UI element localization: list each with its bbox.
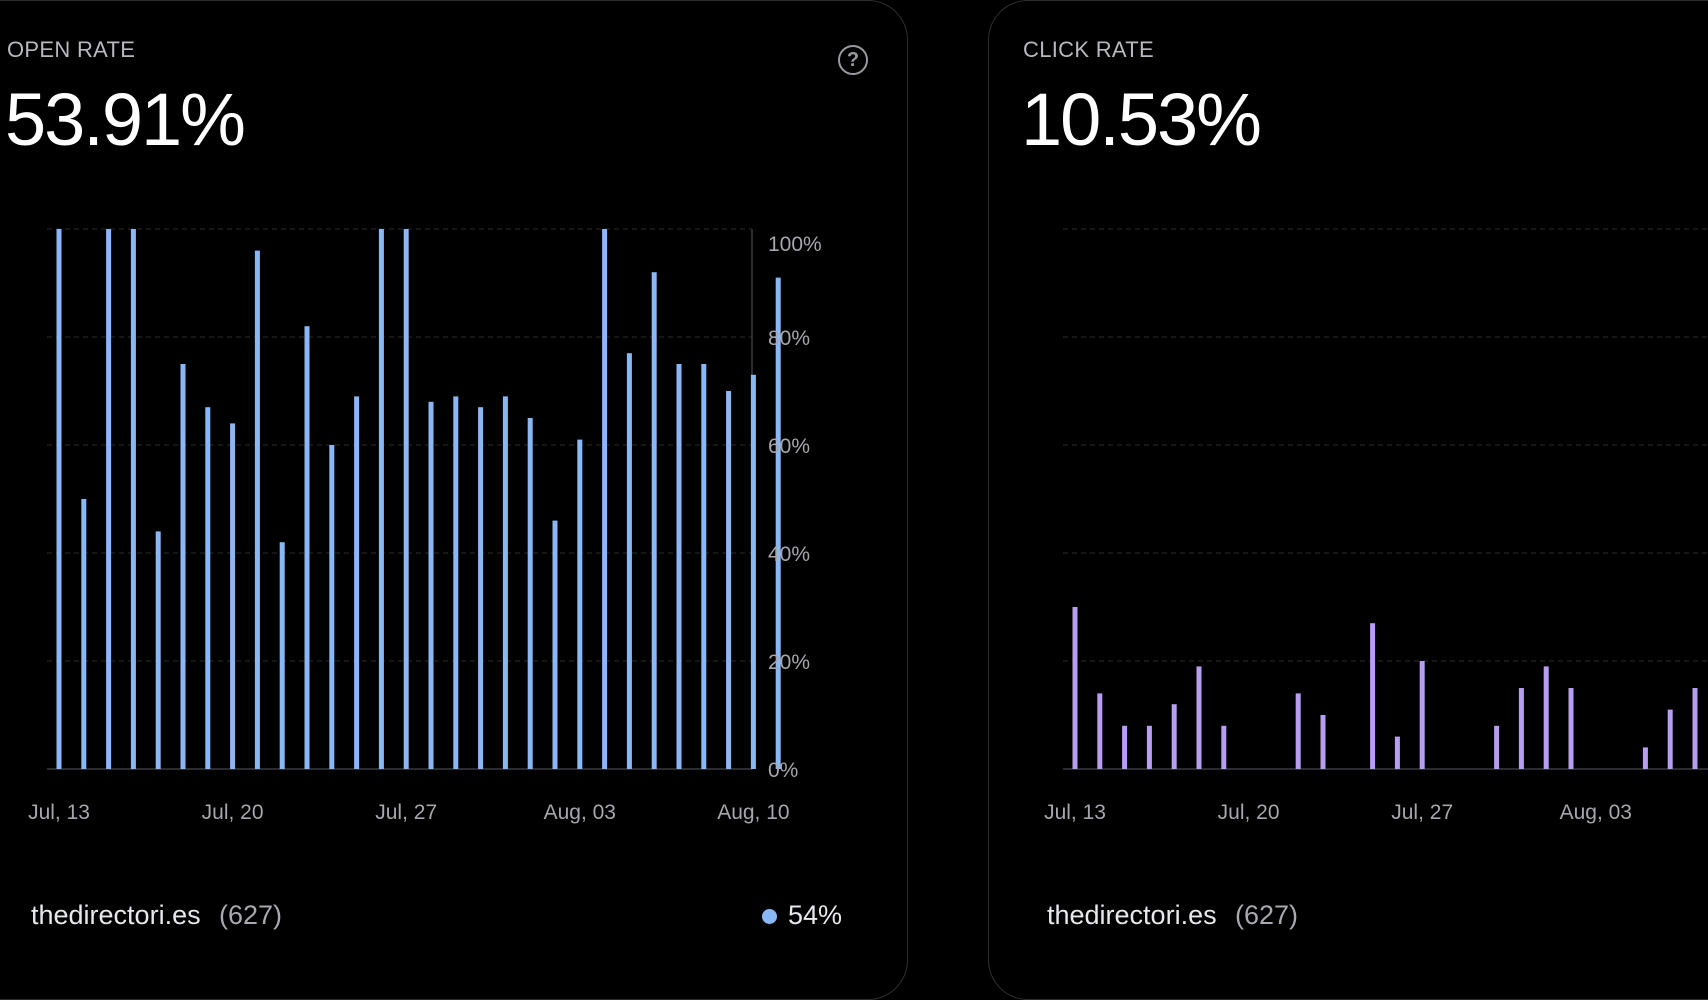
click-rate-label: CLICK RATE — [1023, 37, 1154, 62]
bar[interactable] — [701, 364, 707, 769]
bar[interactable] — [1320, 715, 1326, 769]
bar[interactable] — [1568, 688, 1574, 769]
bar[interactable] — [403, 229, 409, 769]
x-tick-label: Jul, 20 — [1218, 801, 1280, 824]
bar[interactable] — [626, 353, 632, 769]
bar[interactable] — [1667, 709, 1673, 769]
bar[interactable] — [478, 407, 484, 769]
click-rate-value: 10.53% — [1021, 78, 1262, 161]
bar[interactable] — [1370, 623, 1376, 769]
bar[interactable] — [726, 391, 732, 769]
open-rate-card: OPEN RATE 53.91% ? Jul, 13 Jul, 20 Jul, 27… — [0, 0, 908, 1000]
bar[interactable] — [1642, 747, 1648, 769]
open-legend-dot — [762, 909, 777, 924]
x-tick-label: Aug, 03 — [544, 801, 616, 824]
open-rate-value: 53.91% — [5, 78, 246, 161]
y-tick-label: 20% — [768, 651, 810, 674]
bar[interactable] — [676, 364, 682, 769]
bar[interactable] — [1171, 704, 1177, 769]
bar[interactable] — [155, 531, 161, 769]
bar[interactable] — [378, 229, 384, 769]
bar[interactable] — [254, 250, 260, 770]
bar[interactable] — [106, 229, 112, 769]
bar[interactable] — [651, 272, 657, 769]
bar[interactable] — [130, 229, 136, 769]
bar[interactable] — [81, 499, 87, 769]
bar[interactable] — [180, 364, 186, 769]
bar[interactable] — [329, 445, 335, 769]
bar[interactable] — [428, 401, 434, 769]
bar[interactable] — [205, 407, 211, 769]
bar[interactable] — [602, 229, 608, 769]
bar[interactable] — [502, 396, 508, 769]
y-tick-label: 60% — [768, 435, 810, 458]
x-tick-label: Aug, 10 — [717, 801, 789, 824]
bar[interactable] — [1097, 693, 1103, 769]
bar[interactable] — [1196, 666, 1202, 769]
bar[interactable] — [1221, 725, 1227, 769]
y-tick-label: 80% — [768, 327, 810, 350]
x-tick-label: Aug, 03 — [1560, 801, 1632, 824]
x-tick-label: Jul, 20 — [202, 801, 264, 824]
bar[interactable] — [527, 418, 533, 769]
bar[interactable] — [552, 520, 558, 769]
bar[interactable] — [56, 229, 62, 769]
bar[interactable] — [230, 423, 236, 769]
click-rate-chart: Jul, 13 Jul, 20 Jul, 27 Aug, 03 — [1044, 228, 1708, 824]
bar[interactable] — [1394, 736, 1400, 769]
bar[interactable] — [453, 396, 459, 769]
y-tick-label: 100% — [768, 233, 822, 256]
x-tick-label: Jul, 13 — [28, 801, 90, 824]
bar[interactable] — [577, 439, 583, 769]
open-rate-label: OPEN RATE — [7, 37, 136, 62]
bar[interactable] — [1494, 725, 1500, 769]
question-circle-icon[interactable]: ? — [838, 45, 868, 75]
bar[interactable] — [1692, 688, 1698, 769]
open-legend-pct: 54% — [788, 900, 843, 930]
bar[interactable] — [1543, 666, 1549, 769]
open-legend-name: thedirectori.es — [31, 900, 201, 930]
bar[interactable] — [279, 542, 285, 769]
y-tick-label: 0% — [768, 759, 798, 782]
bar[interactable] — [1518, 688, 1524, 769]
x-tick-label: Jul, 13 — [1044, 801, 1106, 824]
open-rate-chart: Jul, 13 Jul, 20 Jul, 27 Aug, 03 Aug, 10 0% 20%… — [28, 228, 822, 824]
click-rate-card: CLICK RATE 10.53% Jul, 13 Jul, 20 Jul, 27 A… — [988, 0, 1708, 1000]
bar[interactable] — [1072, 607, 1078, 769]
bar[interactable] — [750, 374, 756, 769]
open-legend-count: (627) — [219, 900, 283, 930]
bar[interactable] — [304, 326, 310, 769]
bar[interactable] — [1122, 725, 1128, 769]
bar[interactable] — [1295, 693, 1301, 769]
click-legend-count: (627) — [1235, 900, 1299, 930]
x-tick-label: Jul, 27 — [375, 801, 437, 824]
y-tick-label: 40% — [768, 543, 810, 566]
click-legend-name: thedirectori.es — [1047, 900, 1217, 930]
bar[interactable] — [775, 277, 781, 769]
x-tick-label: Jul, 27 — [1391, 801, 1453, 824]
bar[interactable] — [354, 396, 360, 769]
bar[interactable] — [1419, 661, 1425, 769]
bar[interactable] — [1146, 725, 1152, 769]
